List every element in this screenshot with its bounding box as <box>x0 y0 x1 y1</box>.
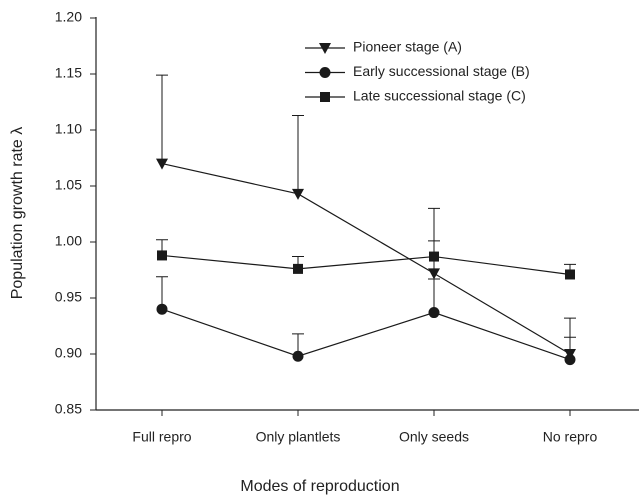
legend-marker <box>319 43 331 54</box>
legend-label: Pioneer stage (A) <box>353 39 462 55</box>
y-tick-label: 0.85 <box>55 401 82 417</box>
marker <box>157 250 167 261</box>
x-tick-label: Only plantlets <box>256 429 341 445</box>
series-line <box>161 163 571 355</box>
error-bar <box>156 74 168 164</box>
series-line <box>161 308 571 361</box>
y-tick-label: 1.05 <box>55 177 82 193</box>
marker <box>292 350 304 362</box>
y-axis-title: Population growth rate λ <box>9 127 26 300</box>
y-tick-label: 0.90 <box>55 345 82 361</box>
x-axis-title: Modes of reproduction <box>240 478 399 495</box>
marker <box>429 251 439 262</box>
x-tick-label: No repro <box>543 429 598 445</box>
marker <box>292 188 304 200</box>
marker <box>428 268 440 280</box>
y-tick-label: 1.20 <box>55 9 82 25</box>
error-bar <box>292 114 304 194</box>
y-tick-label: 1.10 <box>55 121 82 137</box>
marker <box>293 263 303 274</box>
marker <box>156 303 168 315</box>
x-tick-label: Only seeds <box>399 429 469 445</box>
marker <box>156 158 168 170</box>
marker <box>565 269 575 280</box>
marker <box>564 354 576 366</box>
series-line <box>161 254 571 276</box>
x-tick-label: Full repro <box>132 429 191 445</box>
marker <box>428 307 440 319</box>
legend-marker <box>320 92 330 102</box>
y-tick-label: 1.00 <box>55 233 82 249</box>
y-tick-label: 0.95 <box>55 289 82 305</box>
legend-label: Late successional stage (C) <box>353 88 526 104</box>
y-tick-label: 1.15 <box>55 65 82 81</box>
legend-marker <box>319 67 331 78</box>
legend-label: Early successional stage (B) <box>353 63 530 79</box>
